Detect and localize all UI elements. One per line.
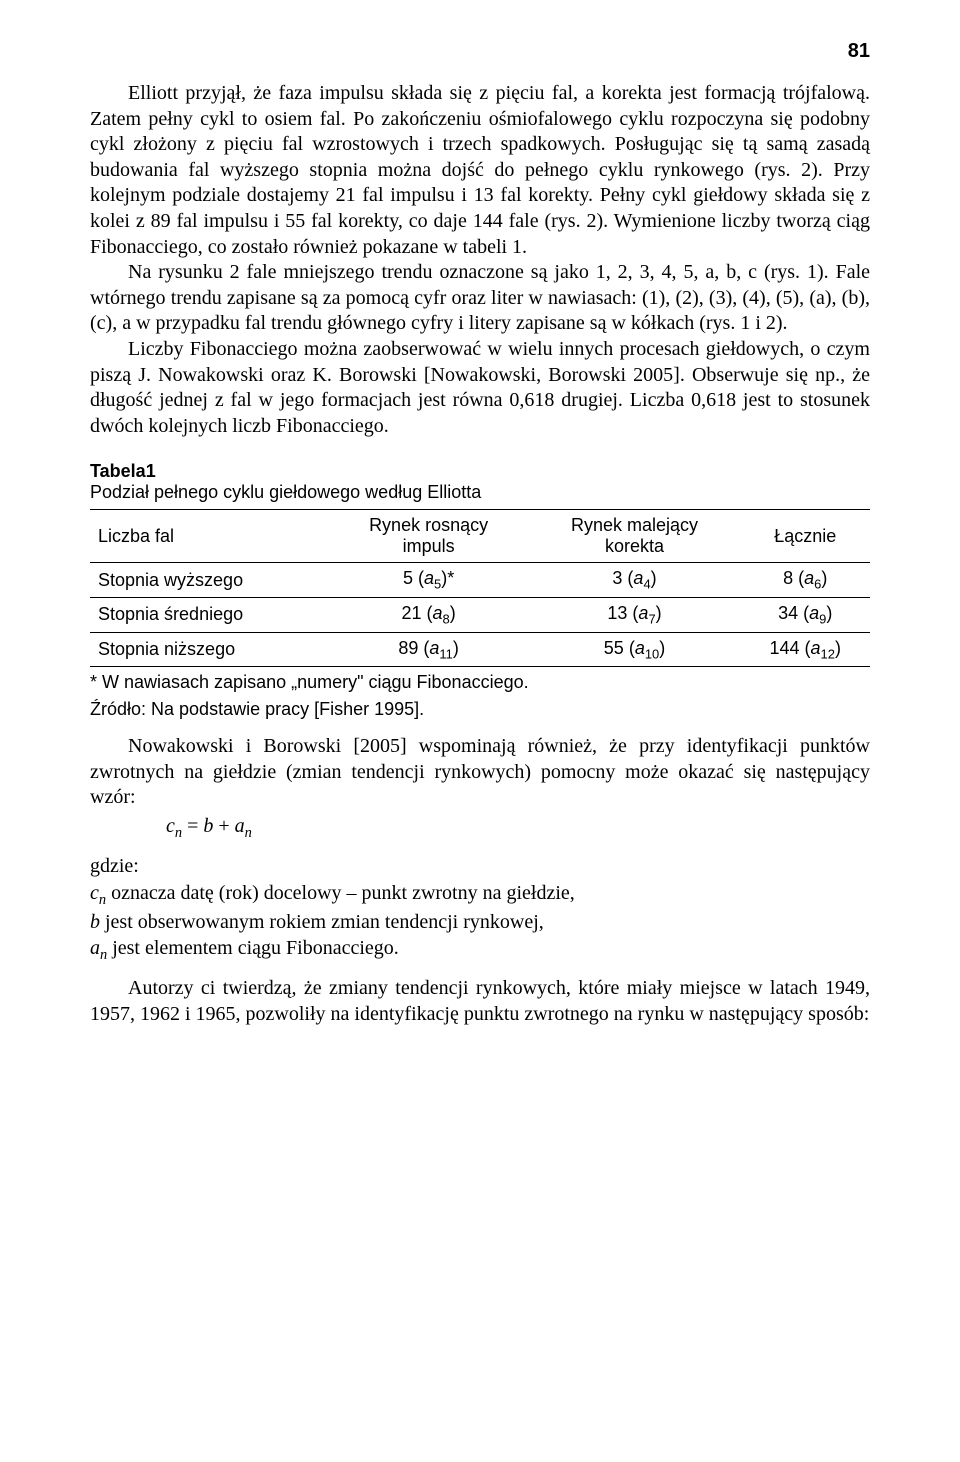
th-rosnacy: Rynek rosnący impuls (329, 510, 529, 563)
th-malejacy-line2: korekta (605, 536, 664, 556)
table-title: Podział pełnego cyklu giełdowego według … (90, 482, 870, 503)
cell-label: Stopnia średniego (90, 597, 329, 632)
paragraph-4: Nowakowski i Borowski [2005] wspominają … (90, 734, 870, 811)
page: 81 Elliott przyjął, że faza impulsu skła… (0, 0, 960, 1077)
table-row: Stopnia wyższego 5 (a5)* 3 (a4) 8 (a6) (90, 563, 870, 598)
cell-value: 34 (a9) (740, 597, 870, 632)
th-liczba-fal: Liczba fal (90, 510, 329, 563)
cell-value: 13 (a7) (529, 597, 741, 632)
cell-value: 144 (a12) (740, 632, 870, 667)
definition-cn: cn oznacza datę (rok) docelowy – punkt z… (90, 881, 870, 909)
th-malejacy-line1: Rynek malejący (571, 515, 698, 535)
table-row: Stopnia niższego 89 (a11) 55 (a10) 144 (… (90, 632, 870, 667)
cell-value: 55 (a10) (529, 632, 741, 667)
th-lacznie: Łącznie (740, 510, 870, 563)
paragraph-1: Elliott przyjął, że faza impulsu składa … (90, 81, 870, 260)
cell-value: 89 (a11) (329, 632, 529, 667)
formula: cn = b + an (166, 815, 870, 842)
cell-label: Stopnia wyższego (90, 563, 329, 598)
elliott-table: Liczba fal Rynek rosnący impuls Rynek ma… (90, 509, 870, 667)
table-label: Tabela1 (90, 461, 870, 482)
table-footnote-2: Źródło: Na podstawie pracy [Fisher 1995]… (90, 698, 870, 721)
definition-b: b jest obserwowanym rokiem zmian tendenc… (90, 910, 870, 936)
definition-an: an jest elementem ciągu Fibonacciego. (90, 936, 870, 964)
paragraph-3: Liczby Fibonacciego można zaobserwować w… (90, 337, 870, 439)
th-rosnacy-line2: impuls (403, 536, 455, 556)
cell-value: 3 (a4) (529, 563, 741, 598)
cell-value: 8 (a6) (740, 563, 870, 598)
th-rosnacy-line1: Rynek rosnący (369, 515, 488, 535)
cell-label: Stopnia niższego (90, 632, 329, 667)
paragraph-2: Na rysunku 2 fale mniejszego trendu ozna… (90, 260, 870, 337)
table-row: Stopnia średniego 21 (a8) 13 (a7) 34 (a9… (90, 597, 870, 632)
page-number: 81 (90, 40, 870, 63)
cell-value: 5 (a5)* (329, 563, 529, 598)
th-malejacy: Rynek malejący korekta (529, 510, 741, 563)
cell-value: 21 (a8) (329, 597, 529, 632)
gdzie-label: gdzie: (90, 854, 870, 880)
table-header-row: Liczba fal Rynek rosnący impuls Rynek ma… (90, 510, 870, 563)
paragraph-6: Autorzy ci twierdzą, że zmiany tendencji… (90, 976, 870, 1027)
table-footnote-1: * W nawiasach zapisano „numery" ciągu Fi… (90, 671, 870, 694)
